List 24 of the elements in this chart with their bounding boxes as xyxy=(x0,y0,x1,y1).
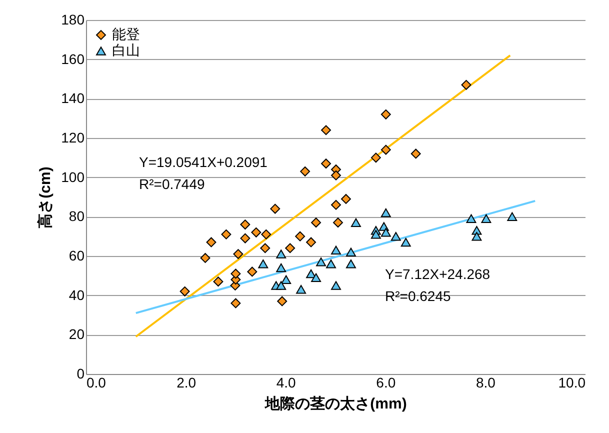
y-axis-title: 高さ(cm) xyxy=(36,166,54,228)
legend-label: 白山 xyxy=(112,42,140,58)
y-tick-label: 160 xyxy=(61,50,85,67)
y-tick-label: 100 xyxy=(61,168,85,185)
x-tick-label: 0.0 xyxy=(86,374,106,390)
y-tick-label: 180 xyxy=(61,12,85,28)
x-tick-label: 10.0 xyxy=(558,374,586,390)
y-tick-label: 20 xyxy=(68,326,85,342)
legend-label: 能登 xyxy=(112,26,140,42)
annotation: R²=0.7449 xyxy=(139,176,205,192)
annotation: Y=19.0541X+0.2091 xyxy=(139,154,268,170)
y-tick-label: 0 xyxy=(76,366,85,382)
x-tick-label: 2.0 xyxy=(176,374,196,390)
x-tick-label: 6.0 xyxy=(376,374,396,390)
y-tick-label: 60 xyxy=(68,248,85,264)
x-tick-label: 4.0 xyxy=(276,374,296,390)
annotation: R²=0.6245 xyxy=(385,288,451,304)
y-tick-label: 80 xyxy=(68,208,85,224)
annotation: Y=7.12X+24.268 xyxy=(385,266,490,282)
y-tick-label: 40 xyxy=(68,286,85,303)
y-tick-label: 120 xyxy=(61,130,85,146)
x-tick-label: 8.0 xyxy=(476,374,496,390)
y-tick-label: 140 xyxy=(61,90,85,106)
x-axis-title: 地際の茎の太さ(mm) xyxy=(264,396,407,412)
